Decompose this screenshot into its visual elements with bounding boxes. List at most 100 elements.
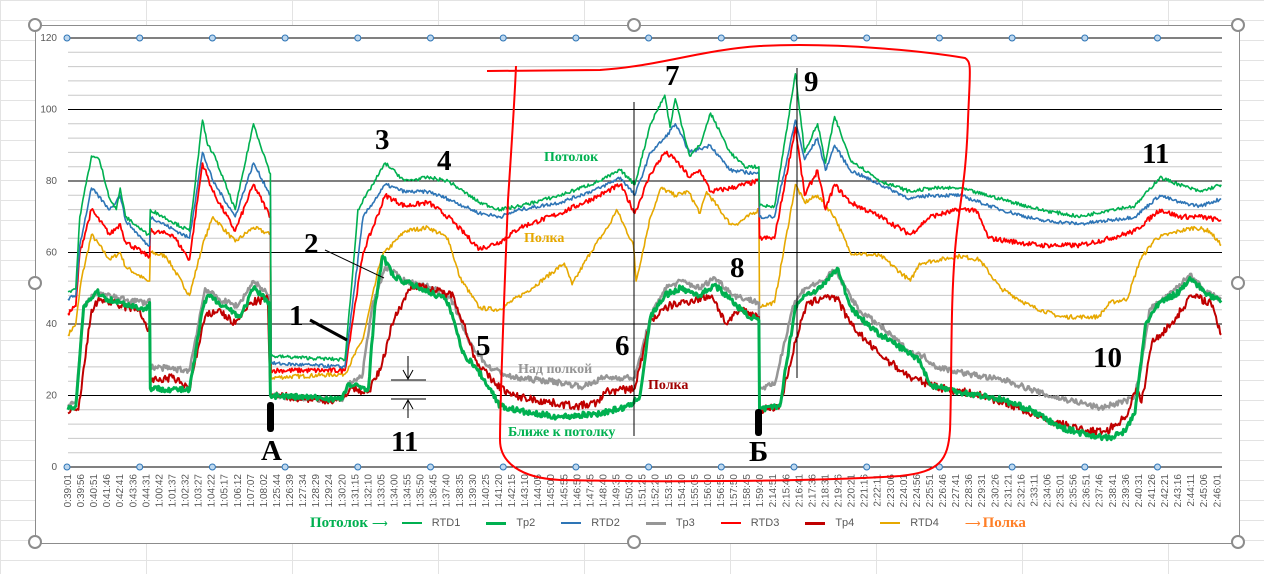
plot-area-handle[interactable] [1154,34,1161,42]
plot-area-handle[interactable] [136,34,144,42]
x-tick-label: 1:07:07 [246,474,257,508]
plot-area-handle[interactable] [572,34,580,42]
legend-item-tp3[interactable]: Tp3 [645,517,695,529]
label-shelf-top: Полка [524,231,565,246]
plot-area-handle[interactable] [790,463,798,471]
plot-area-handle[interactable] [281,463,289,471]
plot-area-handle[interactable] [208,463,216,471]
plot-area-handle[interactable] [427,34,434,42]
x-tick-label: 1:52:20 [651,474,662,508]
chart-resize-handle[interactable] [28,276,42,290]
x-tick-label: 1:34:00 [390,474,401,508]
x-tick-label: 1:45:00 [546,474,557,508]
x-tick-label: 1:06:12 [233,474,244,508]
plot-area-handle[interactable] [427,463,434,471]
legend-item-tp4[interactable]: Tp4 [805,517,854,529]
plot-area-handle[interactable] [790,34,798,42]
y-tick-label: 40 [46,319,58,330]
chart-legend: Потолок ⟶ RTD1 Tp2 RTD2 Tp3 RTD3 Tp4 RTD4 ⟶ По… [310,513,1026,533]
plot-area-handle[interactable] [717,34,725,42]
x-tick-label: 2:30:26 [990,474,1001,508]
x-tick-label: 2:29:31 [977,474,988,508]
x-tick-label: 2:42:21 [1160,474,1171,508]
legend-item-rtd2[interactable]: RTD2 [561,517,620,529]
chart-resize-handle[interactable] [1231,535,1245,549]
plot-area-handle[interactable] [208,34,216,42]
legend-item-rtd1[interactable]: RTD1 [401,517,460,529]
x-tick-label: 2:22:11 [873,474,884,507]
x-tick-label: 1:08:02 [259,474,270,508]
x-tick-label: 1:37:40 [442,474,453,508]
x-tick-label: 1:47:45 [585,474,596,508]
plot-area-handle[interactable] [1008,34,1016,42]
x-tick-label: 2:39:36 [1121,474,1132,508]
plot-area-handle[interactable] [354,34,362,42]
legend-item-rtd3[interactable]: RTD3 [720,517,779,529]
chart-resize-handle[interactable] [1231,18,1245,32]
plot-area-handle[interactable] [645,34,653,42]
plot-area-handle[interactable] [354,463,362,471]
legend-swatch [805,521,826,525]
chart-resize-handle[interactable] [1231,276,1245,290]
x-tick-label: 1:26:39 [285,474,296,508]
x-tick-label: 0:41:46 [102,474,113,508]
x-tick-label: 1:59:40 [755,474,766,508]
plot-area-handle[interactable] [935,463,943,471]
plot-area-handle[interactable] [499,463,507,471]
plot-area-handle[interactable] [499,34,507,42]
legend-swatch [720,522,741,524]
legend-label: RTD4 [910,517,939,529]
annotation-2: 2 [304,228,319,260]
gap-arrows-icon [391,356,426,418]
plot-area-handle[interactable] [1081,463,1089,471]
x-tick-label: 2:23:06 [886,474,897,508]
marker-b-bar [755,409,762,436]
x-tick-label: 2:36:51 [1082,474,1093,508]
plot-area-handle[interactable] [863,463,871,471]
y-tick-label: 20 [46,391,58,402]
plot-area-handle[interactable] [645,463,653,471]
label-shelf-bottom: Полка [648,378,689,393]
series-line-rtd2 [67,119,1222,370]
chart-area[interactable] [35,25,1240,544]
legend-item-rtd4[interactable]: RTD4 [880,517,939,529]
x-tick-label: 2:46:01 [1212,474,1223,508]
chart-resize-handle[interactable] [627,18,641,32]
leader-line-1 [309,318,348,342]
plot-area-handle[interactable] [281,34,289,42]
marker-a-bar [267,402,274,432]
legend-item-tp2[interactable]: Tp2 [486,517,535,529]
plot-area-handle[interactable] [1081,34,1089,42]
x-tick-label: 2:21:16 [860,474,871,508]
plot-area-handle[interactable] [935,34,943,42]
plot-area-handle[interactable] [1008,463,1016,471]
legend-swatch [401,522,422,524]
chart-resize-handle[interactable] [28,535,42,549]
x-tick-label: 2:41:26 [1147,474,1158,508]
x-tick-label: 1:03:27 [194,474,205,508]
x-tick-label: 2:28:36 [964,474,975,508]
plot-area-handle[interactable] [717,463,725,471]
x-tick-label: 1:32:10 [363,474,374,508]
plot-area-handle[interactable] [63,463,71,471]
plot-area-handle[interactable] [863,34,871,42]
x-tick-label: 2:37:46 [1095,474,1106,508]
x-tick-label: 2:33:11 [1029,474,1040,507]
plot-area-handle[interactable] [63,34,71,42]
plot-area-handles [63,34,1161,471]
x-tick-label: 1:38:35 [455,474,466,508]
plot-area-handle[interactable] [136,463,144,471]
chart-resize-handle[interactable] [627,535,641,549]
x-tick-label: 1:48:40 [598,474,609,508]
x-tick-label: 2:34:06 [1043,474,1054,508]
x-tick-label: 1:01:37 [167,474,178,508]
y-axis: 0 20 40 60 80 100 120 [40,33,57,473]
plot-area-handle[interactable] [572,463,580,471]
x-tick-label: 2:44:11 [1186,474,1197,507]
x-tick-label: 1:46:50 [572,474,583,508]
arrow-right-icon: ⟶ [964,517,981,530]
chart-resize-handle[interactable] [28,18,42,32]
annotation-b: Б [749,436,769,468]
plot-area-handle[interactable] [1154,463,1161,471]
legend-label: RTD2 [591,517,620,529]
